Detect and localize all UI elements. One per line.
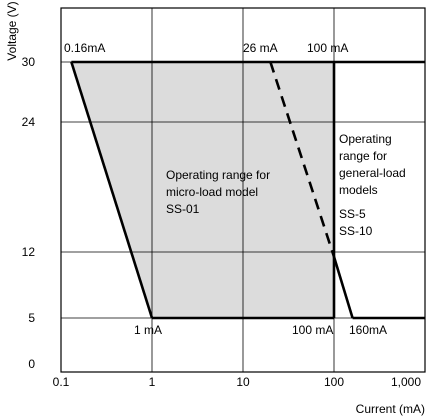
x-tick-100: 100	[324, 375, 344, 389]
micro-load-operating-region	[71, 62, 335, 318]
y-axis-title: Voltage (V)	[5, 1, 19, 60]
micro-label-line-1: Operating range for	[166, 168, 270, 182]
micro-label-line-3: SS-01	[166, 202, 200, 216]
x-axis-title: Current (mA)	[356, 402, 425, 416]
x-tick-10: 10	[236, 375, 250, 389]
micro-label-line-2: micro-load model	[166, 185, 258, 199]
y-tick-30: 30	[22, 55, 36, 69]
general-load-label: Operating range for general-load models …	[339, 132, 409, 238]
y-tick-5: 5	[28, 311, 35, 325]
general-label-line-4: models	[339, 183, 378, 197]
general-label-line-3: general-load	[339, 166, 406, 180]
general-right-boundary	[332, 256, 354, 319]
micro-left-boundary	[70, 61, 154, 319]
x-tick-0.1: 0.1	[53, 375, 70, 389]
general-label-line-6: SS-10	[339, 224, 373, 238]
y-tick-24: 24	[22, 115, 36, 129]
general-label-line-1: Operating	[339, 132, 392, 146]
label-016ma: 0.16mA	[64, 41, 105, 55]
plot-frame	[60, 7, 426, 373]
label-160ma: 160mA	[349, 323, 387, 337]
y-tick-12: 12	[22, 245, 36, 259]
label-26ma: 26 mA	[243, 41, 278, 55]
general-label-line-2: range for	[339, 149, 387, 163]
general-label-line-5: SS-5	[339, 207, 366, 221]
y-tick-0: 0	[28, 357, 35, 371]
x-tick-1000: 1,000	[391, 375, 421, 389]
micro-load-label: Operating range for micro-load model SS-…	[166, 168, 273, 216]
x-tick-1: 1	[149, 375, 156, 389]
label-100ma-bottom: 100 mA	[292, 323, 333, 337]
label-1ma: 1 mA	[134, 323, 162, 337]
label-100ma-top: 100 mA	[307, 41, 348, 55]
micro-dashed-boundary	[269, 61, 336, 258]
